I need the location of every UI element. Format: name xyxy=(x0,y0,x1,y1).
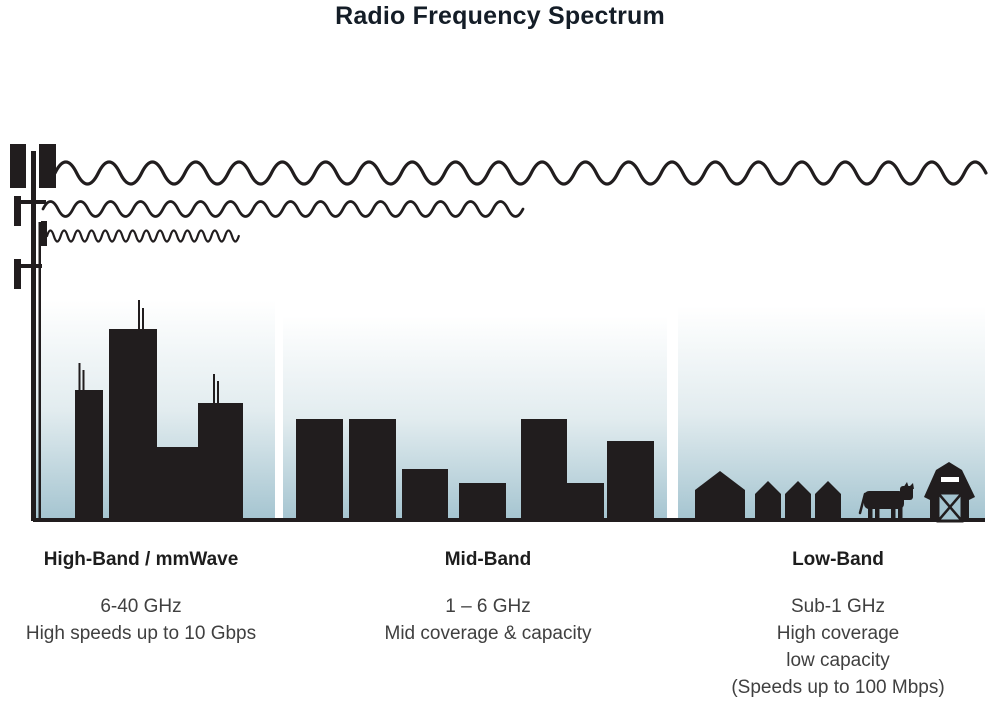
cell-tower-icon xyxy=(10,144,56,521)
cow-icon xyxy=(858,482,914,520)
band-heading-low: Low-Band xyxy=(792,549,884,570)
spectrum-illustration xyxy=(10,144,988,523)
band-label-low: Low-Band Sub-1 GHz High coverage low cap… xyxy=(688,549,988,701)
band-label-mid: Mid-Band 1 – 6 GHz Mid coverage & capaci… xyxy=(338,549,638,647)
band-detail: High speeds up to 10 Gbps xyxy=(25,623,257,644)
house-icon xyxy=(755,481,781,521)
house-icon xyxy=(815,481,841,521)
building xyxy=(607,441,654,521)
town-skyline-mid-band xyxy=(296,419,654,521)
barn-loft-vent xyxy=(941,477,959,482)
building xyxy=(459,483,506,521)
band-detail: Sub-1 GHz xyxy=(791,596,885,617)
skyscraper xyxy=(75,390,103,521)
building xyxy=(521,419,567,521)
radio-wave-low-band xyxy=(53,160,988,186)
page-title: Radio Frequency Spectrum xyxy=(335,2,665,30)
band-label-high: High-Band / mmWave 6-40 GHz High speeds … xyxy=(15,549,267,647)
skyscraper xyxy=(198,403,243,521)
building xyxy=(296,419,343,521)
house-icon xyxy=(695,471,745,521)
city-skyline-high-band xyxy=(75,300,243,521)
band-heading-mid: Mid-Band xyxy=(444,549,532,570)
radio-waves xyxy=(41,160,988,243)
ground-line xyxy=(33,518,985,522)
skyscraper xyxy=(157,447,198,521)
building xyxy=(567,483,604,521)
band-heading-high: High-Band / mmWave xyxy=(43,549,239,570)
band-detail: (Speeds up to 100 Mbps) xyxy=(731,677,945,698)
band-detail: 1 – 6 GHz xyxy=(445,596,531,617)
band-detail: Mid coverage & capacity xyxy=(384,623,592,644)
radio-wave-mid-band xyxy=(41,200,525,218)
barn-door xyxy=(936,491,964,523)
band-detail: low capacity xyxy=(786,650,890,671)
antenna-panel-right xyxy=(39,144,56,188)
skyscraper xyxy=(109,329,157,521)
band-detail: High coverage xyxy=(776,623,900,644)
rural-scene-low-band xyxy=(695,462,975,523)
band-detail: 6-40 GHz xyxy=(100,596,182,617)
building xyxy=(402,469,448,521)
barn-icon xyxy=(924,462,975,523)
house-icon xyxy=(785,481,811,521)
radio-wave-high-band xyxy=(45,229,240,243)
building xyxy=(349,419,396,521)
antenna-panel-left xyxy=(10,144,26,188)
